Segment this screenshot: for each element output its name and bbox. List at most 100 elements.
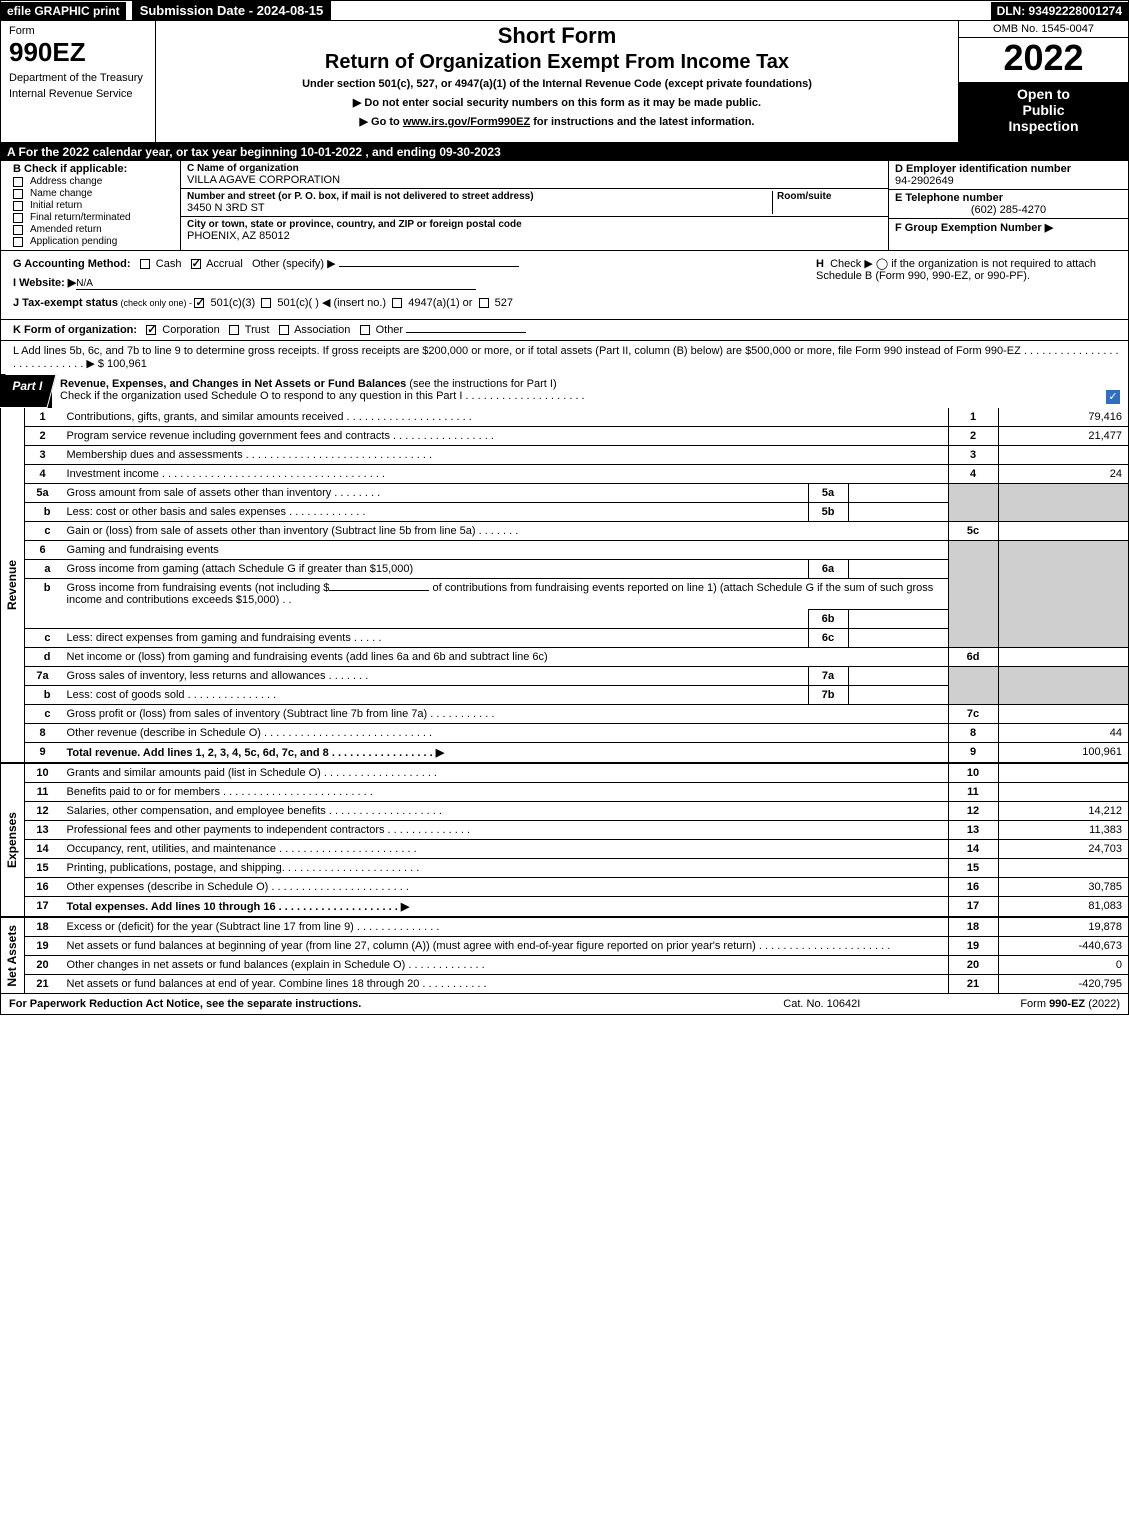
- line-21: 21Net assets or fund balances at end of …: [25, 975, 1128, 994]
- part-label: Part I: [12, 379, 42, 393]
- line-6: 6Gaming and fundraising events: [25, 541, 1128, 560]
- form-title-2: Return of Organization Exempt From Incom…: [162, 51, 952, 74]
- line-5b: bLess: cost or other basis and sales exp…: [25, 503, 1128, 522]
- checkbox-icon[interactable]: [392, 298, 402, 308]
- section-c: C Name of organization VILLA AGAVE CORPO…: [181, 161, 888, 250]
- checkbox-icon[interactable]: [229, 325, 239, 335]
- header-left: Form 990EZ Department of the Treasury In…: [1, 21, 156, 142]
- checkbox-icon[interactable]: [261, 298, 271, 308]
- chk-initial-return[interactable]: Initial return: [13, 200, 174, 211]
- other-blank: [339, 266, 519, 267]
- open-to-public: Open to Public Inspection: [959, 82, 1128, 142]
- line-6a: aGross income from gaming (attach Schedu…: [25, 560, 1128, 579]
- form-container: efile GRAPHIC print Submission Date - 20…: [0, 0, 1129, 1015]
- line-12: 12Salaries, other compensation, and empl…: [25, 802, 1128, 821]
- section-g-through-j: G Accounting Method: Cash Accrual Other …: [1, 251, 1128, 320]
- inst2-pre: ▶ Go to: [360, 116, 403, 128]
- line-15: 15Printing, publications, postage, and s…: [25, 859, 1128, 878]
- line-3: 3Membership dues and assessments . . . .…: [25, 446, 1128, 465]
- line-9: 9Total revenue. Add lines 1, 2, 3, 4, 5c…: [25, 743, 1128, 763]
- line-6b-sub: 6b: [25, 610, 1128, 629]
- part-1-header: Part I Revenue, Expenses, and Changes in…: [1, 374, 1128, 408]
- website-value: N/A: [76, 278, 93, 289]
- section-h: H Check ▶ ◯ if the organization is not r…: [808, 251, 1128, 319]
- checkbox-icon[interactable]: [479, 298, 489, 308]
- line-5a: 5aGross amount from sale of assets other…: [25, 484, 1128, 503]
- instruction-2: ▶ Go to www.irs.gov/Form990EZ for instru…: [162, 115, 952, 128]
- group-exemption-label: F Group Exemption Number ▶: [895, 221, 1122, 234]
- form-title-1: Short Form: [162, 23, 952, 49]
- section-i: I Website: ▶N/A: [13, 276, 800, 290]
- line-7a: 7aGross sales of inventory, less returns…: [25, 667, 1128, 686]
- phone-value: (602) 285-4270: [895, 204, 1122, 216]
- section-j: J Tax-exempt status (check only one) - 5…: [13, 296, 800, 309]
- tax-year: 2022: [959, 38, 1128, 82]
- top-bar: efile GRAPHIC print Submission Date - 20…: [1, 1, 1128, 21]
- checkbox-icon[interactable]: [191, 259, 201, 269]
- dept-treasury: Department of the Treasury: [9, 72, 151, 84]
- checkbox-icon[interactable]: [360, 325, 370, 335]
- form-word: Form: [9, 25, 151, 37]
- line-6c: cLess: direct expenses from gaming and f…: [25, 629, 1128, 648]
- checkbox-icon: [13, 237, 23, 247]
- chk-amended-return[interactable]: Amended return: [13, 224, 174, 235]
- part-note: (see the instructions for Part I): [409, 378, 556, 390]
- checkbox-icon: [13, 189, 23, 199]
- chk-name-change[interactable]: Name change: [13, 188, 174, 199]
- header-mid: Short Form Return of Organization Exempt…: [156, 21, 958, 142]
- chk-application-pending[interactable]: Application pending: [13, 236, 174, 247]
- paperwork-notice: For Paperwork Reduction Act Notice, see …: [9, 998, 783, 1010]
- section-l: L Add lines 5b, 6c, and 7b to line 9 to …: [1, 341, 1128, 374]
- checkbox-icon[interactable]: [140, 259, 150, 269]
- i-label: I Website: ▶: [13, 277, 76, 289]
- org-name-label: C Name of organization: [187, 163, 882, 174]
- line-10: 10Grants and similar amounts paid (list …: [25, 764, 1128, 783]
- ein-value: 94-2902649: [895, 175, 1122, 187]
- addr-label: Number and street (or P. O. box, if mail…: [187, 191, 772, 202]
- line-19: 19Net assets or fund balances at beginni…: [25, 937, 1128, 956]
- line-11: 11Benefits paid to or for members . . . …: [25, 783, 1128, 802]
- section-def: D Employer identification number 94-2902…: [888, 161, 1128, 250]
- submission-date: Submission Date - 2024-08-15: [132, 1, 332, 20]
- line-4: 4Investment income . . . . . . . . . . .…: [25, 465, 1128, 484]
- omb-number: OMB No. 1545-0047: [959, 21, 1128, 38]
- section-g: G Accounting Method: Cash Accrual Other …: [13, 257, 800, 270]
- cat-number: Cat. No. 10642I: [783, 998, 860, 1010]
- line-13: 13Professional fees and other payments t…: [25, 821, 1128, 840]
- chk-address-change[interactable]: Address change: [13, 176, 174, 187]
- checkbox-icon[interactable]: [194, 298, 204, 308]
- expenses-vlabel: Expenses: [5, 812, 19, 868]
- header-right: OMB No. 1545-0047 2022 Open to Public In…: [958, 21, 1128, 142]
- dept-irs: Internal Revenue Service: [9, 88, 151, 100]
- instruction-1: ▶ Do not enter social security numbers o…: [162, 96, 952, 109]
- checkbox-icon[interactable]: [146, 325, 156, 335]
- gross-receipts-value: 100,961: [107, 358, 147, 370]
- line-1: 1Contributions, gifts, grants, and simil…: [25, 408, 1128, 427]
- revenue-section: Revenue 1Contributions, gifts, grants, a…: [1, 408, 1128, 762]
- checkbox-icon: [13, 201, 23, 211]
- line-a: A For the 2022 calendar year, or tax yea…: [1, 143, 1128, 161]
- efile-print-button[interactable]: efile GRAPHIC print: [1, 2, 126, 20]
- line-8: 8Other revenue (describe in Schedule O) …: [25, 724, 1128, 743]
- line-16: 16Other expenses (describe in Schedule O…: [25, 878, 1128, 897]
- form-subtitle: Under section 501(c), 527, or 4947(a)(1)…: [162, 78, 952, 90]
- city-state-zip: PHOENIX, AZ 85012: [187, 230, 882, 242]
- open-line-1: Open to: [961, 86, 1126, 102]
- line-5c: cGain or (loss) from sale of assets othe…: [25, 522, 1128, 541]
- section-k: K Form of organization: Corporation Trus…: [1, 320, 1128, 341]
- checkbox-icon: [13, 213, 23, 223]
- expenses-section: Expenses 10Grants and similar amounts pa…: [1, 762, 1128, 916]
- street-address: 3450 N 3RD ST: [187, 202, 772, 214]
- checkbox-icon[interactable]: [279, 325, 289, 335]
- line-2: 2Program service revenue including gover…: [25, 427, 1128, 446]
- chk-final-return[interactable]: Final return/terminated: [13, 212, 174, 223]
- section-b-through-f: B Check if applicable: Address change Na…: [1, 161, 1128, 251]
- form-number: 990EZ: [9, 37, 151, 68]
- open-line-3: Inspection: [961, 118, 1126, 134]
- line-6d: dNet income or (loss) from gaming and fu…: [25, 648, 1128, 667]
- city-label: City or town, state or province, country…: [187, 219, 882, 230]
- phone-label: E Telephone number: [895, 192, 1122, 204]
- line-6b: bGross income from fundraising events (n…: [25, 579, 1128, 610]
- schedule-o-checkbox[interactable]: ✓: [1106, 390, 1120, 404]
- irs-link[interactable]: www.irs.gov/Form990EZ: [403, 116, 530, 128]
